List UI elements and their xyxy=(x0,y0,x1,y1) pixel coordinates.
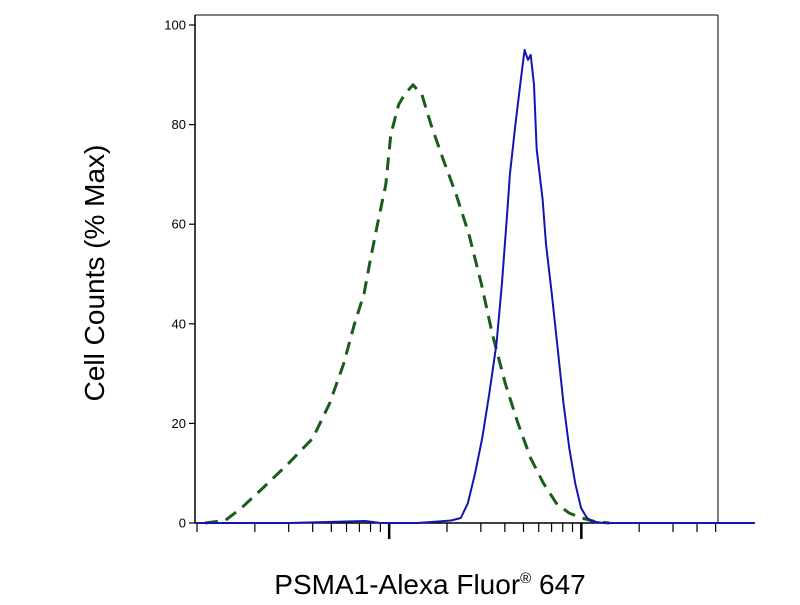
y-tick-label: 60 xyxy=(172,217,186,232)
x-axis-title: PSMA1-Alexa Fluor® 647 xyxy=(274,569,585,600)
series-line-solid xyxy=(197,48,755,524)
y-tick-label: 0 xyxy=(179,516,186,531)
y-tick-label: 100 xyxy=(164,18,186,33)
axes xyxy=(194,14,719,524)
y-tick-label: 40 xyxy=(172,316,186,331)
x-axis-title-main: PSMA1-Alexa Fluor xyxy=(274,569,520,600)
x-axis-title-superscript: ® xyxy=(520,570,531,587)
y-ticks: 0 20 40 60 80 100 xyxy=(164,18,195,531)
series-layer xyxy=(197,48,755,525)
series-line-dashed xyxy=(204,83,610,525)
y-tick-label: 80 xyxy=(172,117,186,132)
x-ticks xyxy=(196,523,717,539)
y-tick-label: 20 xyxy=(172,416,186,431)
x-axis-title-suffix: 647 xyxy=(531,569,586,600)
y-axis-title: Cell Counts (% Max) xyxy=(79,145,110,402)
